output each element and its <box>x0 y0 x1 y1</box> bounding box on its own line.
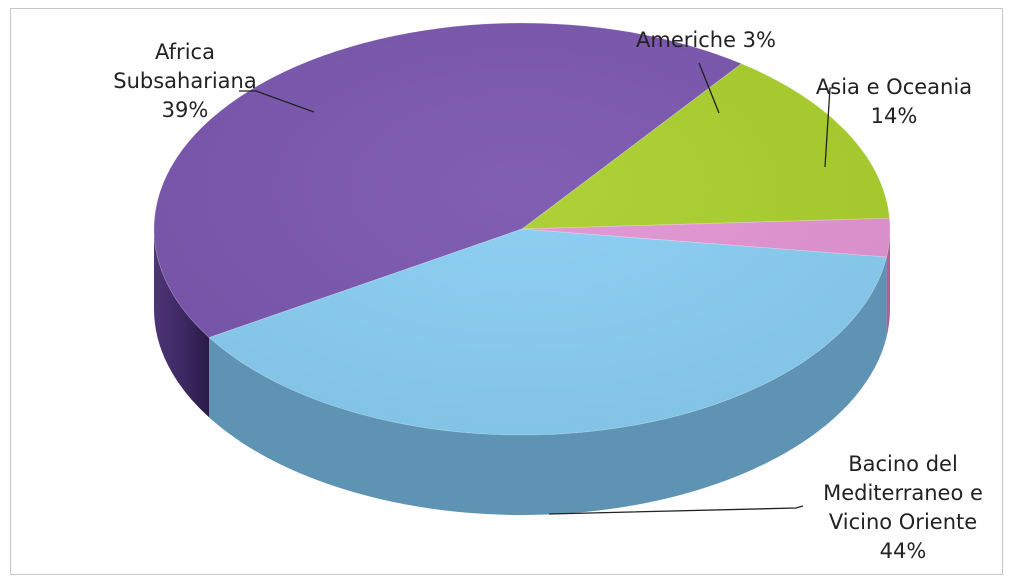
chart-frame: Asia e Oceania 14% Bacino del Mediterraneo … <box>10 8 1003 575</box>
leader-line <box>698 62 720 114</box>
data-label: Bacino del Mediterraneo e Vicino Oriente 44… <box>823 452 983 563</box>
data-label: Africa Subsahariana 39% <box>113 40 256 122</box>
leader-line <box>824 87 835 168</box>
pie-chart: Asia e Oceania 14% Bacino del Mediterraneo … <box>113 22 983 563</box>
slice-label-asia-e-oceania: Asia e Oceania 14% <box>816 75 972 168</box>
slice-label-bacino-del-mediterraneo-e-vicino-oriente: Bacino del Mediterraneo e Vicino Oriente 44… <box>548 452 983 563</box>
leader-line <box>548 505 804 515</box>
data-label: Asia e Oceania 14% <box>816 75 972 128</box>
slice-side-africa-subsahariana <box>209 256 887 516</box>
leader-line <box>239 90 315 113</box>
slice-label-africa-subsahariana: Africa Subsahariana 39% <box>113 40 315 122</box>
slice-label-americhe: Americhe 3% <box>636 28 776 114</box>
data-label: Americhe 3% <box>636 28 776 52</box>
